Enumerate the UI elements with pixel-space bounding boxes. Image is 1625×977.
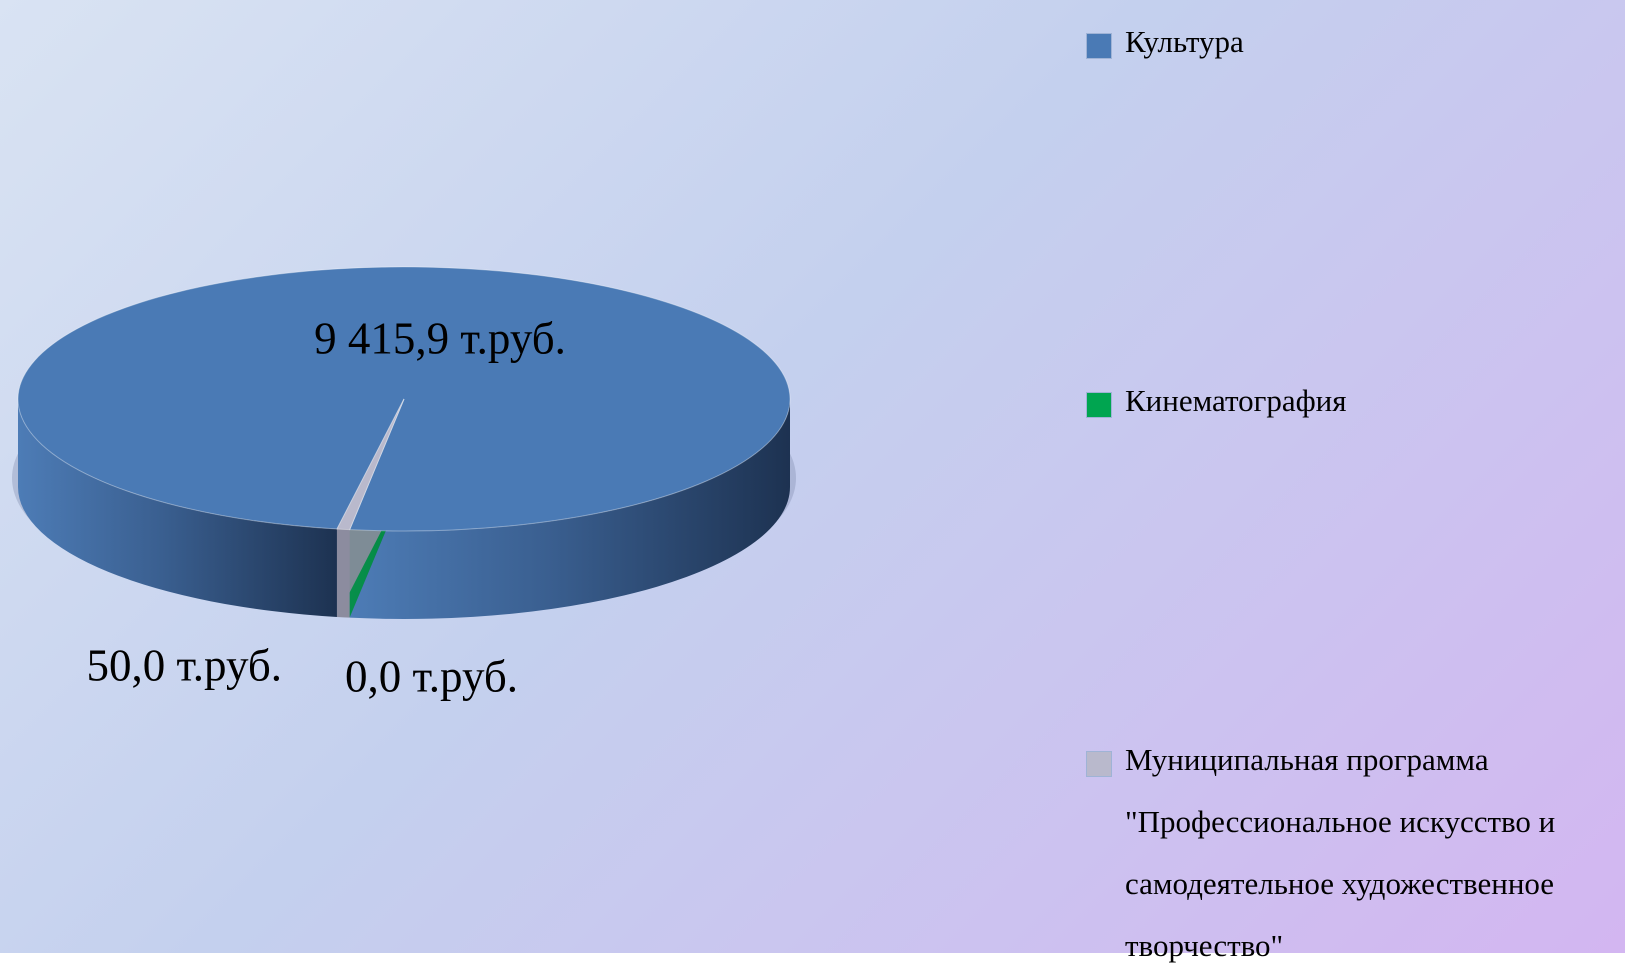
slice-top [17, 266, 791, 532]
data-label: 50,0 т.руб. [87, 640, 283, 690]
data-label: 0,0 т.руб. [345, 651, 518, 701]
slice-side [349, 399, 790, 620]
chart: 9 415,9 т.руб. 0,0 т.руб. 50,0 т.руб. [12, 266, 796, 701]
data-label: 9 415,9 т.руб. [314, 313, 566, 363]
slice-side [18, 399, 337, 617]
legend-label: Муниципальная программа "Профессионально… [1125, 742, 1556, 963]
legend-label: Культура [1125, 24, 1244, 59]
legend-label: Кинематография [1125, 383, 1347, 418]
legend-swatch [1086, 392, 1112, 418]
slice-top [336, 398, 405, 531]
legend-swatch [1086, 33, 1112, 59]
legend-swatch [1086, 751, 1112, 777]
